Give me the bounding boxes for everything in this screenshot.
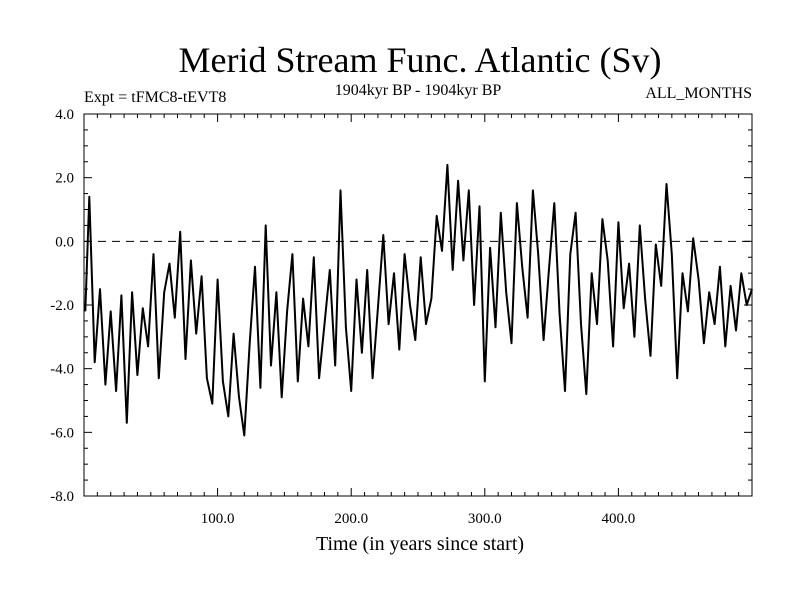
y-tick-label: 0.0: [55, 234, 74, 250]
y-tick-label: 2.0: [55, 171, 74, 187]
chart-title: Merid Stream Func. Atlantic (Sv): [179, 40, 662, 80]
plot-area: -8.0 -6.0 -4.0 -2.0 0.0 2.0 4.0 100.0 200.0 300.0…: [50, 107, 753, 527]
experiment-label: Expt = tFMC8-tEVT8: [84, 89, 226, 106]
y-tick-label: 4.0: [55, 107, 74, 123]
y-tick-label: -2.0: [50, 298, 74, 314]
months-label: ALL_MONTHS: [645, 85, 752, 102]
series-line: [84, 163, 753, 437]
y-tick-label: -8.0: [50, 489, 74, 505]
y-tick-label: -6.0: [50, 425, 74, 441]
period-label: 1904kyr BP - 1904kyr BP: [335, 82, 502, 99]
x-axis-label: Time (in years since start): [316, 533, 524, 555]
x-tick-label: 400.0: [602, 511, 636, 527]
x-tick-label: 100.0: [201, 511, 235, 527]
y-tick-label: -4.0: [50, 362, 74, 378]
x-tick-label: 300.0: [468, 511, 502, 527]
x-tick-label: 200.0: [334, 511, 368, 527]
